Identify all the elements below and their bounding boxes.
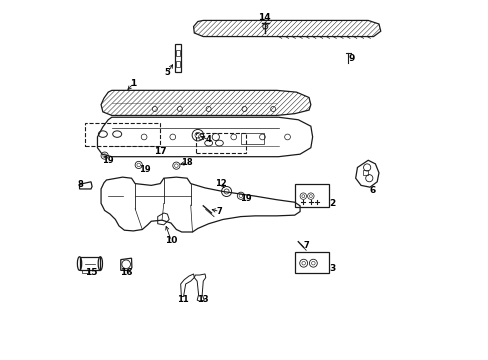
Text: 17: 17 [154,147,166,156]
Text: 14: 14 [257,13,270,22]
Text: 10: 10 [164,237,177,246]
Text: 16: 16 [120,268,132,277]
Text: 6: 6 [369,186,375,195]
Bar [362,170,367,175]
Bar [80,257,100,270]
Text: 19: 19 [240,194,252,203]
Bar [294,252,328,273]
Bar [174,44,181,72]
Text: 4: 4 [205,135,211,144]
Text: 19: 19 [102,156,113,165]
Text: 15: 15 [84,268,97,277]
Bar [196,134,246,153]
Text: 19: 19 [139,166,150,175]
Bar [176,61,179,67]
Bar [82,270,88,273]
Text: 9: 9 [348,54,355,63]
Text: 1: 1 [130,79,136,88]
Text: 11: 11 [177,294,188,303]
Text: 18: 18 [181,158,193,167]
Text: 12: 12 [215,179,226,188]
Text: 7: 7 [216,207,222,216]
Bar [294,184,328,207]
Text: 7: 7 [303,241,308,250]
Text: 3: 3 [328,265,335,274]
Text: 13: 13 [197,294,209,303]
Text: 5: 5 [164,68,170,77]
Bar [241,134,264,144]
Text: 2: 2 [328,199,335,208]
Bar [85,123,160,146]
Text: 8: 8 [77,180,83,189]
Bar [176,50,179,56]
